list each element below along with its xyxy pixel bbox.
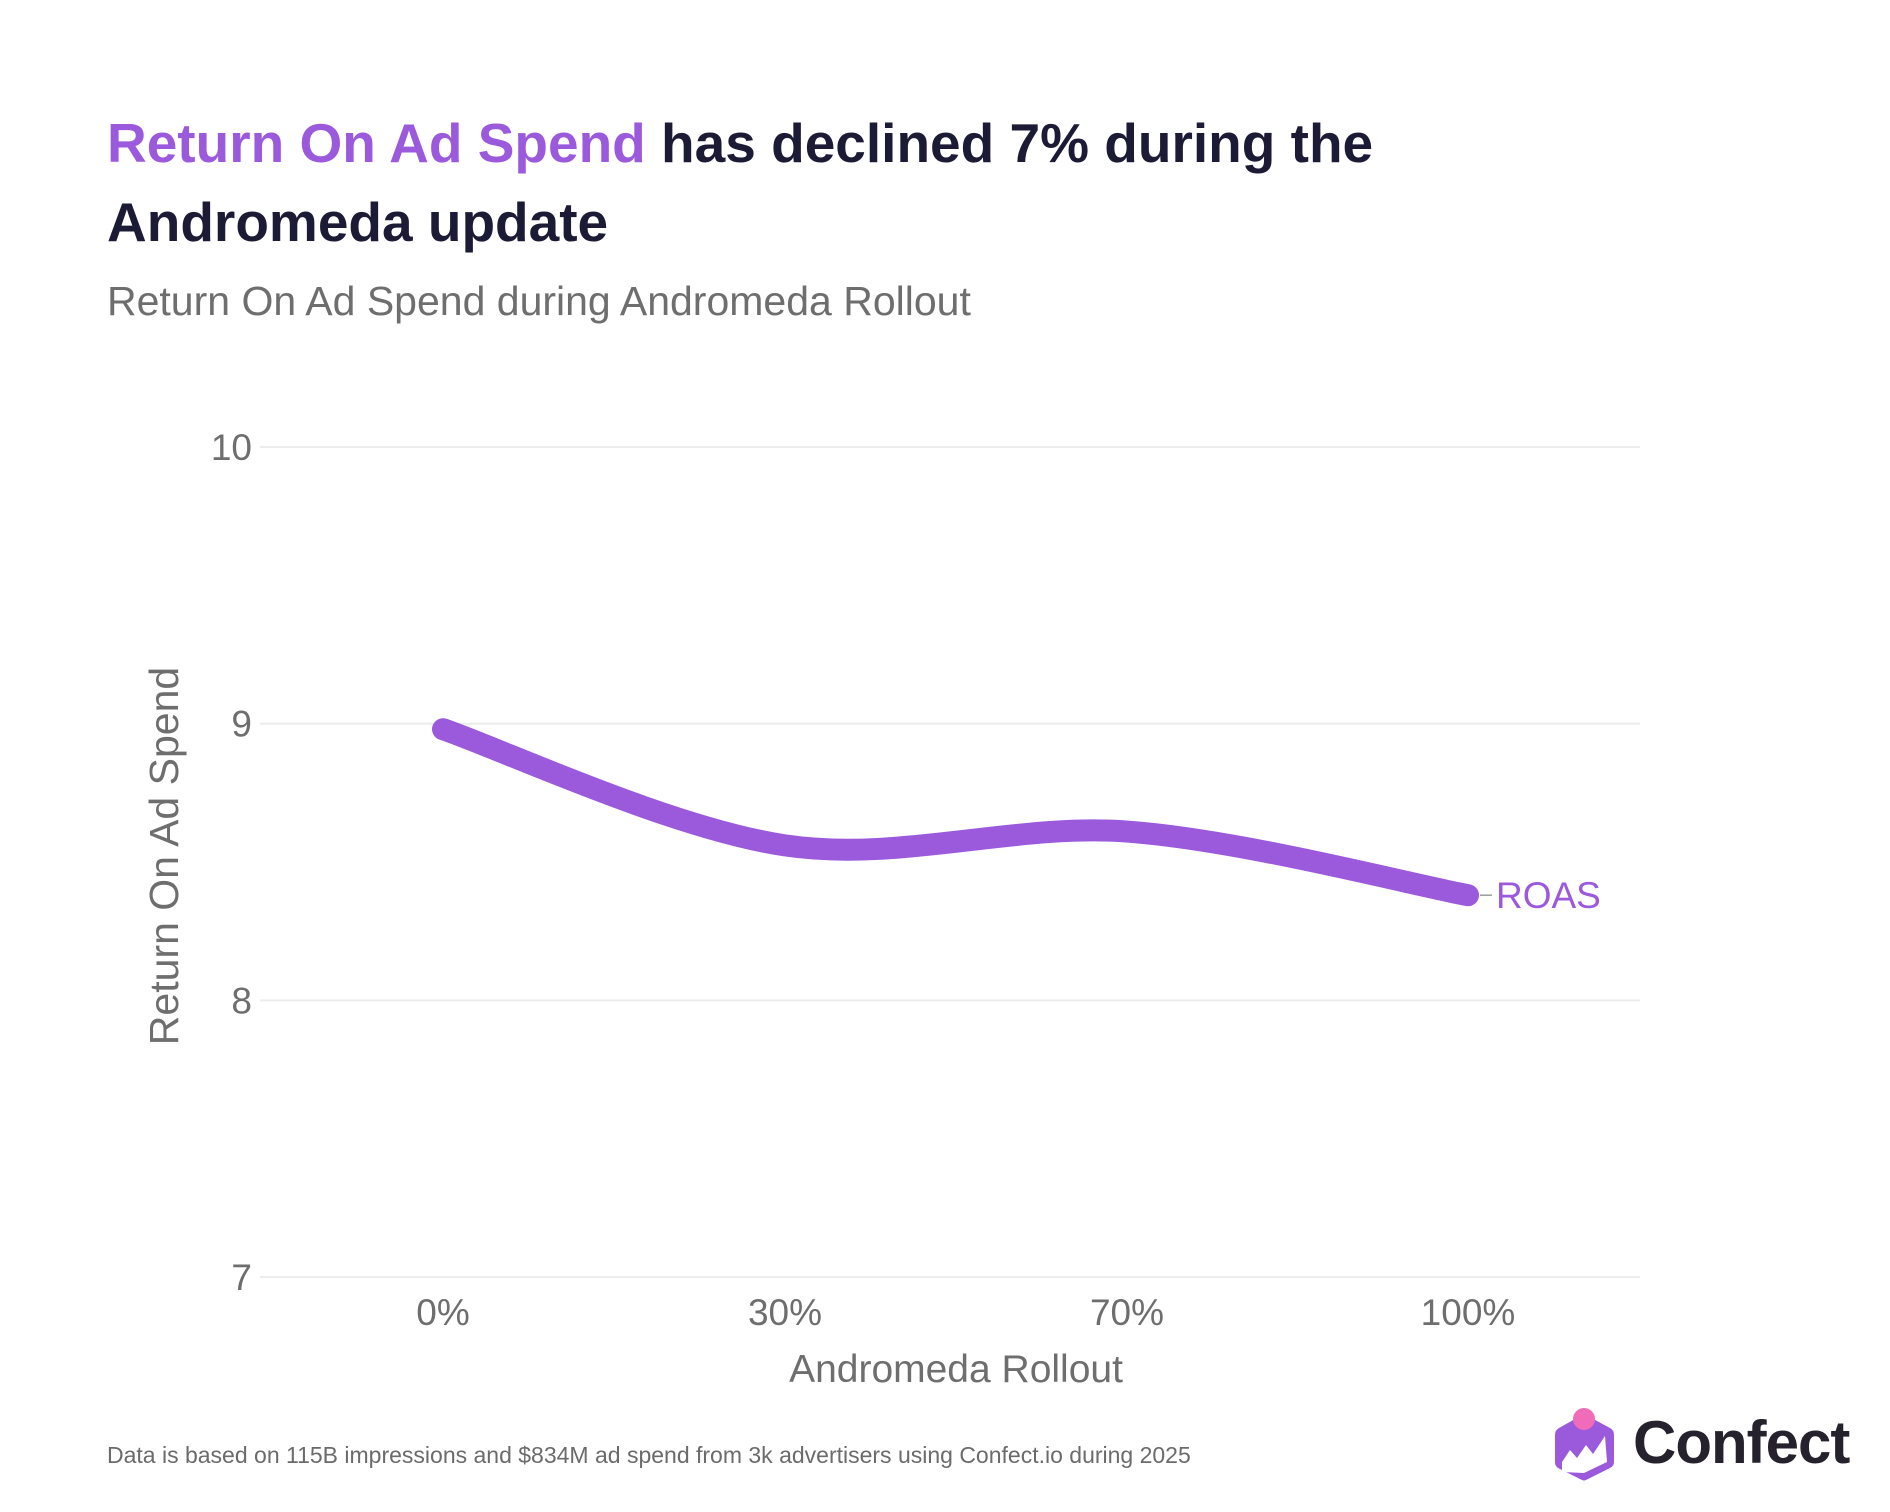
data-point xyxy=(1467,894,1469,896)
data-source-note: Data is based on 115B impressions and $8… xyxy=(107,1442,1191,1468)
gridlines xyxy=(260,446,1640,1278)
brand-name: Confect xyxy=(1633,1409,1850,1476)
x-tick-label: 30% xyxy=(748,1292,822,1333)
confect-logo-icon xyxy=(1555,1408,1614,1481)
confect-logo: Confect xyxy=(1553,1402,1853,1484)
data-point xyxy=(784,844,786,846)
y-tick-label: 9 xyxy=(231,704,252,745)
series-line-roas xyxy=(432,718,1479,907)
series-layer: ROAS xyxy=(432,718,1601,916)
y-tick-labels: 7 8 9 10 xyxy=(211,427,252,1298)
x-tick-labels: 0% 30% 70% 100% xyxy=(416,1292,1515,1333)
chart-headline: Return On Ad Spend has declined 7% durin… xyxy=(107,104,1607,262)
headline-rest: has declined 7% during the Andromeda upd… xyxy=(107,112,1374,253)
y-tick-label: 8 xyxy=(231,980,252,1021)
chart-subtitle: Return On Ad Spend during Andromeda Roll… xyxy=(107,278,971,324)
x-tick-label: 70% xyxy=(1090,1292,1164,1333)
headline-highlight: Return On Ad Spend xyxy=(107,112,646,174)
y-tick-label: 10 xyxy=(211,427,252,468)
y-axis-title: Return On Ad Spend xyxy=(141,667,187,1045)
x-tick-label: 100% xyxy=(1421,1292,1516,1333)
series-label: ROAS xyxy=(1496,875,1601,916)
x-axis-title: Andromeda Rollout xyxy=(789,1348,1123,1391)
x-tick-label: 0% xyxy=(416,1292,469,1333)
data-point xyxy=(442,728,444,730)
y-tick-label: 7 xyxy=(231,1257,252,1298)
data-point xyxy=(1126,831,1128,833)
